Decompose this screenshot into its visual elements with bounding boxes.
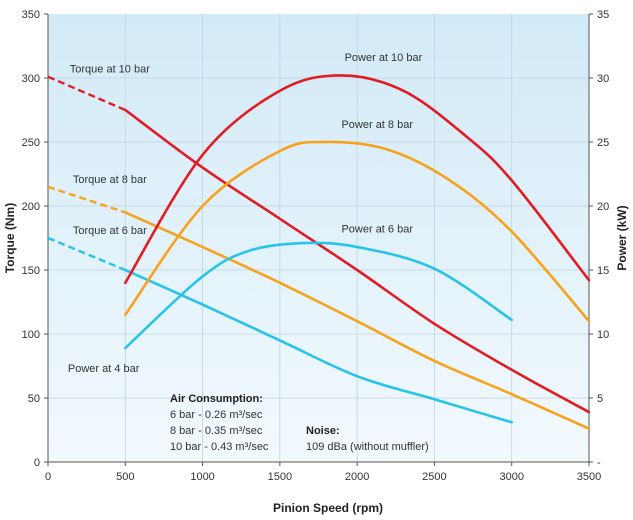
label-torque-at-10-bar: Torque at 10 bar bbox=[70, 64, 150, 76]
label-power-at-4-bar: Power at 4 bar bbox=[68, 363, 140, 375]
air-consumption-line-8bar: 8 bar - 0.35 m³/sec bbox=[170, 425, 263, 437]
y-left-tick-label: 200 bbox=[22, 201, 40, 213]
gridlines bbox=[48, 14, 589, 462]
label-power-at-10-bar: Power at 10 bar bbox=[345, 52, 423, 64]
y-left-tick-label: 50 bbox=[28, 393, 40, 405]
y-right-tick-label: 15 bbox=[597, 265, 609, 277]
air-consumption-note: Air Consumption: 6 bar - 0.26 m³/sec 8 b… bbox=[170, 393, 269, 453]
series-torque-at-10-bar-dashed bbox=[47, 75, 126, 112]
y-right-tick-label: 35 bbox=[597, 9, 609, 21]
x-tick-label: 0 bbox=[45, 471, 51, 483]
series-lines bbox=[47, 74, 591, 430]
y-right-tick-label: 10 bbox=[597, 329, 609, 341]
label-power-at-8-bar: Power at 8 bar bbox=[341, 119, 413, 131]
series-power-at-6-bar bbox=[124, 241, 513, 350]
x-tick-label: 2500 bbox=[422, 471, 446, 483]
y-right-tick-label: 25 bbox=[597, 137, 609, 149]
y-left-tick-label: 0 bbox=[34, 457, 40, 469]
y-left-tick-label: 350 bbox=[22, 9, 40, 21]
series-torque-at-8-bar bbox=[124, 211, 591, 430]
noise-title: Noise: bbox=[306, 425, 340, 437]
label-power-at-6-bar: Power at 6 bar bbox=[341, 224, 413, 236]
y-right-tick-label: - bbox=[597, 457, 601, 469]
series-torque-at-10-bar bbox=[124, 108, 591, 414]
label-torque-at-6-bar: Torque at 6 bar bbox=[73, 225, 147, 237]
noise-note: Noise: 109 dBa (without muffler) bbox=[306, 425, 429, 453]
air-consumption-title: Air Consumption: bbox=[170, 393, 263, 405]
y-left-tick-label: 100 bbox=[22, 329, 40, 341]
x-tick-label: 500 bbox=[116, 471, 134, 483]
noise-value: 109 dBa (without muffler) bbox=[306, 441, 429, 453]
air-consumption-line-6bar: 6 bar - 0.26 m³/sec bbox=[170, 409, 263, 421]
x-tick-label: 3000 bbox=[499, 471, 523, 483]
x-tick-label: 1000 bbox=[190, 471, 214, 483]
y-right-tick-label: 20 bbox=[597, 201, 609, 213]
series-power-at-10-bar bbox=[124, 74, 591, 285]
plot-area bbox=[48, 14, 589, 462]
series-torque-at-8-bar-dashed bbox=[47, 185, 126, 214]
label-torque-at-8-bar: Torque at 8 bar bbox=[73, 174, 147, 186]
y-left-tick-label: 300 bbox=[22, 73, 40, 85]
air-consumption-line-10bar: 10 bar - 0.43 m³/sec bbox=[170, 441, 269, 453]
series-labels: Torque at 10 bar Torque at 8 bar Torque at… bbox=[68, 52, 423, 375]
y-axis-right-title: Power (kW) bbox=[615, 205, 629, 270]
x-tick-label: 3500 bbox=[577, 471, 601, 483]
series-torque-at-6-bar bbox=[124, 268, 513, 424]
x-tick-label: 1500 bbox=[268, 471, 292, 483]
y-right-tick-label: 30 bbox=[597, 73, 609, 85]
y-axis-left-title: Torque (Nm) bbox=[3, 203, 17, 273]
y-left-tick-label: 150 bbox=[22, 265, 40, 277]
x-axis-title: Pinion Speed (rpm) bbox=[273, 501, 383, 515]
series-torque-at-6-bar-dashed bbox=[47, 236, 126, 272]
y-left-tick-label: 250 bbox=[22, 137, 40, 149]
series-power-at-8-bar bbox=[124, 140, 591, 323]
x-tick-label: 2000 bbox=[345, 471, 369, 483]
y-right-tick-label: 5 bbox=[597, 393, 603, 405]
